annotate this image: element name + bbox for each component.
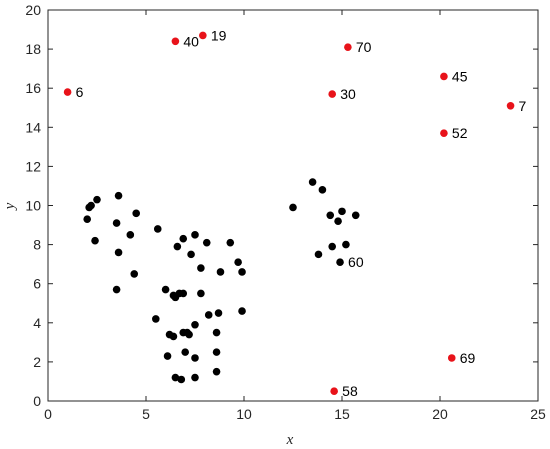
data-point [114, 248, 123, 257]
outlier-label: 69 [460, 350, 476, 366]
y-tick-label: 14 [25, 119, 41, 135]
data-point [202, 238, 211, 247]
data-point [191, 231, 199, 239]
y-tick-label: 18 [25, 41, 41, 57]
outlier-point [328, 90, 337, 98]
outlier-point [344, 43, 352, 51]
axis-tick-labels: 0 5 10 15 20 25 0 2 4 6 8 10 12 14 16 18 20 [25, 2, 546, 422]
data-point [289, 203, 297, 212]
outlier-point [440, 72, 448, 81]
data-point [326, 211, 335, 220]
data-point [185, 330, 193, 339]
data-point [197, 289, 205, 298]
outlier-label: 30 [340, 86, 356, 102]
data-point [238, 307, 246, 315]
y-tick-label: 8 [33, 237, 41, 253]
outlier-label: 40 [183, 33, 199, 49]
data-point [112, 285, 121, 294]
data-point [132, 209, 140, 218]
y-axis-label: y [2, 202, 18, 211]
outlier-label: 70 [356, 39, 372, 55]
data-point [191, 320, 199, 329]
data-point [191, 373, 199, 382]
outlier-label: 45 [452, 68, 468, 84]
data-point [93, 195, 101, 204]
axis-ticks [47, 9, 539, 402]
data-point [179, 289, 188, 298]
y-tick-label: 6 [33, 276, 41, 292]
data-point [191, 354, 199, 362]
x-tick-label: 25 [530, 406, 546, 422]
data-point [334, 217, 342, 225]
data-point [181, 348, 189, 356]
data-point [177, 375, 186, 384]
y-tick-label: 12 [25, 158, 41, 174]
data-point [234, 258, 242, 266]
data-point [212, 328, 221, 337]
data-point [114, 191, 123, 200]
data-point [342, 240, 350, 249]
outlier-label: 58 [342, 383, 358, 399]
x-tick-label: 10 [236, 406, 252, 422]
data-point [328, 242, 337, 251]
data-point [152, 315, 160, 323]
outlier-point [447, 354, 456, 362]
data-point [204, 311, 213, 319]
data-point [169, 332, 178, 341]
data-point [238, 268, 246, 276]
y-tick-label: 20 [25, 2, 41, 18]
data-point [216, 268, 225, 276]
y-tick-label: 4 [33, 315, 41, 331]
data-point [91, 236, 99, 245]
x-tick-label: 0 [44, 406, 52, 422]
outlier-label: 19 [211, 27, 227, 43]
outlier-point [171, 37, 180, 46]
outlier-label: 6 [76, 84, 84, 100]
data-point [338, 207, 346, 216]
data-point [171, 373, 180, 382]
data-point [87, 201, 95, 210]
x-tick-label: 5 [142, 406, 150, 422]
outlier-label: 52 [452, 125, 468, 141]
outlier-label: 7 [519, 98, 527, 114]
outlier-point [63, 88, 72, 96]
outlier-point [440, 129, 448, 137]
data-point [214, 309, 223, 317]
data-point [212, 367, 221, 376]
annotation-label: 60 [348, 254, 364, 270]
data-point [161, 285, 170, 294]
data-point [336, 258, 344, 266]
data-point [197, 264, 205, 272]
data-points [63, 31, 515, 396]
data-point [179, 234, 188, 243]
data-point [153, 225, 162, 233]
data-point [318, 186, 327, 194]
point-labels: 6 40 19 70 30 45 7 52 69 58 60 [76, 27, 527, 399]
outlier-point [506, 101, 515, 110]
data-point [126, 231, 135, 239]
outlier-point [199, 31, 207, 40]
x-tick-label: 15 [334, 406, 350, 422]
x-axis-label: x [286, 432, 294, 448]
y-tick-label: 10 [25, 198, 41, 214]
data-point [187, 250, 195, 259]
y-tick-label: 0 [33, 393, 41, 409]
data-point [351, 211, 360, 220]
data-point [308, 178, 317, 186]
data-point [212, 348, 221, 356]
data-point [314, 250, 323, 259]
data-point [163, 352, 172, 360]
data-point [226, 238, 235, 247]
x-tick-label: 20 [432, 406, 448, 422]
data-point [173, 242, 182, 251]
y-tick-label: 16 [25, 80, 41, 96]
data-point [130, 270, 139, 278]
data-point [112, 219, 121, 227]
outlier-point [330, 387, 338, 396]
data-point [83, 215, 91, 223]
y-tick-label: 2 [33, 354, 41, 370]
